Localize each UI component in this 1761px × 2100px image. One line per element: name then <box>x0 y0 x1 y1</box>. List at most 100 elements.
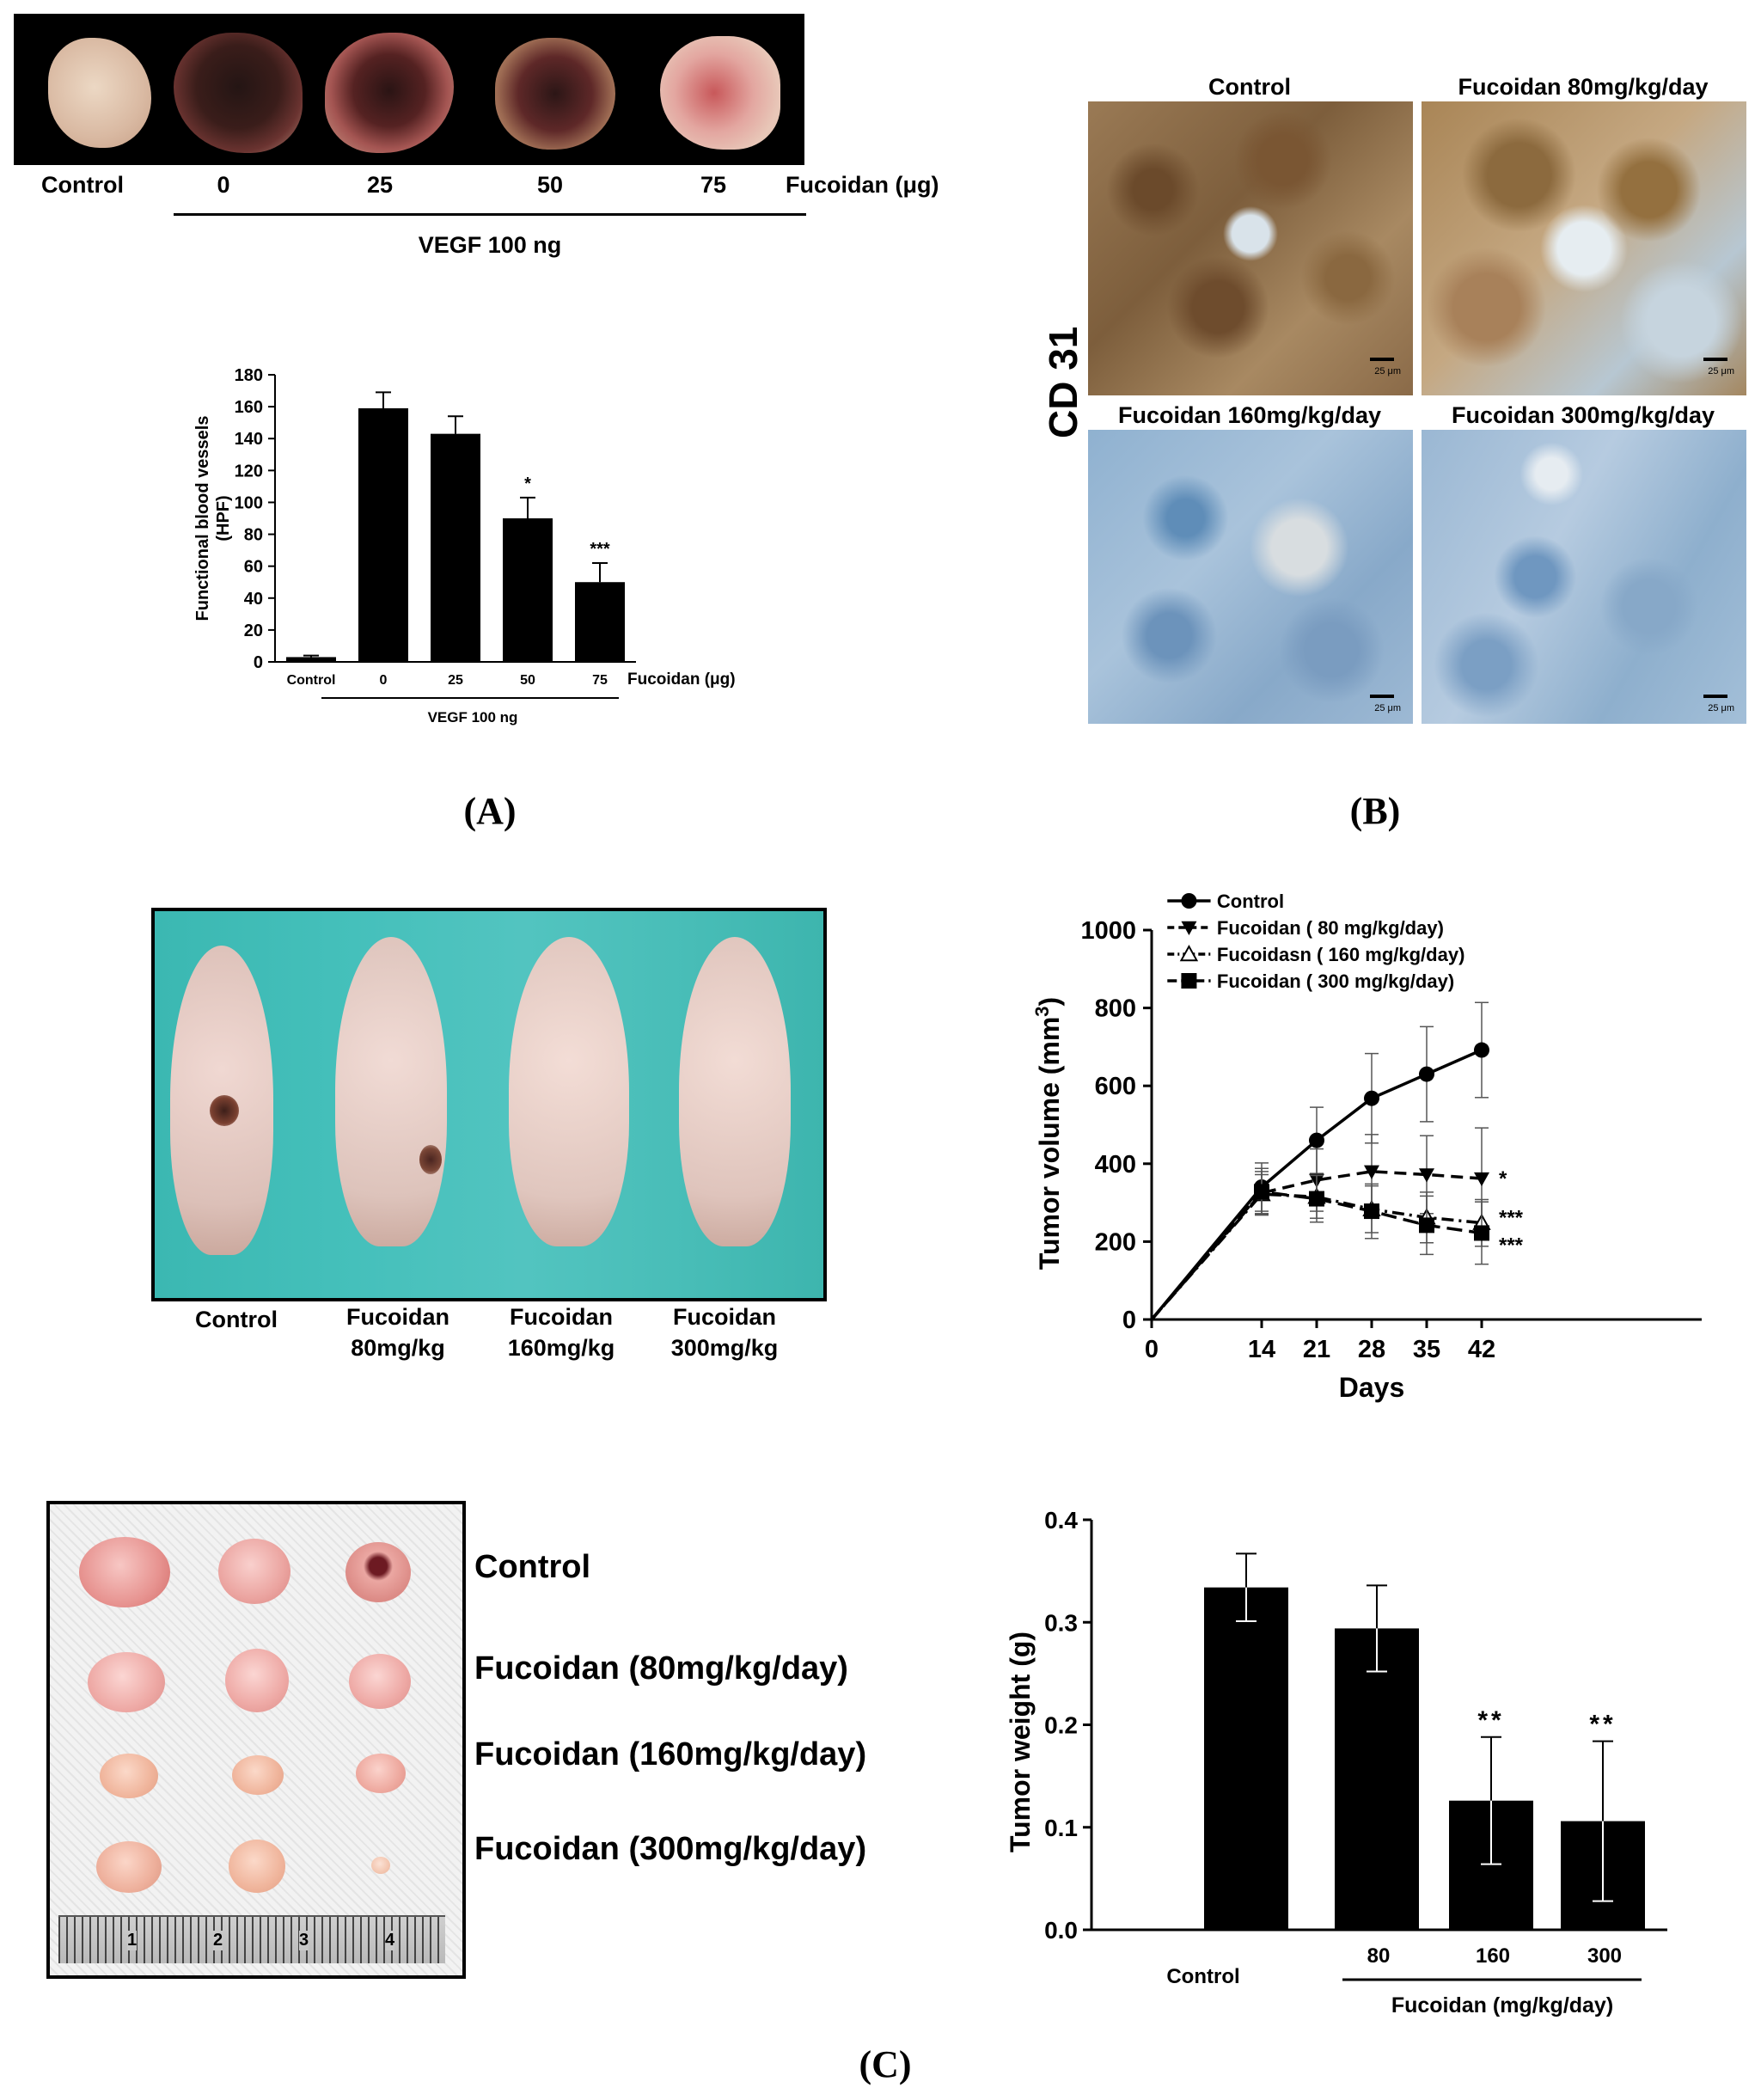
x-tick-label: 160 <box>1476 1944 1510 1968</box>
tumor-c2 <box>218 1539 290 1604</box>
y-tick-label: 40 <box>244 590 263 609</box>
x-axis-label: Days <box>1339 1372 1405 1403</box>
scale-bar-label: 25 μm <box>1708 703 1734 713</box>
mouse-label-300: Fucoidan 300mg/kg <box>651 1301 798 1363</box>
x-tick-label: Control <box>287 673 336 688</box>
cam-tissue-50 <box>495 38 615 150</box>
panel-c-letter-text: C <box>871 2043 899 2085</box>
histology-title-300: Fucoidan 300mg/kg/day <box>1451 402 1715 428</box>
mouse-label-80: Fucoidan 80mg/kg <box>325 1301 471 1363</box>
y-tick-label: 0.1 <box>1044 1815 1078 1841</box>
tumor-300-2 <box>229 1840 285 1893</box>
tumor-control <box>210 1095 239 1126</box>
x-tick-label: 0 <box>1145 1336 1159 1363</box>
tumor-80-2 <box>225 1649 289 1712</box>
x-tick-label: 75 <box>592 673 608 688</box>
y-tick-label: 0.4 <box>1044 1507 1078 1534</box>
tumor-c1 <box>79 1537 170 1607</box>
legend-label: Control <box>1217 891 1284 912</box>
cam-tissue-0 <box>174 33 303 153</box>
bar <box>503 518 553 662</box>
significance-mark: ** <box>1477 1706 1504 1735</box>
y-tick-label: 160 <box>235 398 263 417</box>
y-axis-label-line2: (HPF) <box>214 495 233 541</box>
y-tick-label: 180 <box>235 366 263 385</box>
x-axis-label: Fucoidan (mg/kg/day) <box>1391 1993 1613 2017</box>
legend-label: Fucoidasn ( 160 mg/kg/day) <box>1217 944 1465 965</box>
x-tick-label: 28 <box>1358 1336 1385 1363</box>
y-tick-label: 0.0 <box>1044 1917 1078 1944</box>
tumor-label-80: Fucoidan (80mg/kg/day) <box>474 1650 848 1687</box>
scale-bar-label: 25 μm <box>1708 366 1734 377</box>
y-axis-label: Tumor volume (mm3) <box>1031 997 1065 1270</box>
tumor-label-control: Control <box>474 1549 591 1585</box>
x-tick-label: 21 <box>1303 1336 1330 1363</box>
histology-title-80: Fucoidan 80mg/kg/day <box>1458 74 1709 100</box>
significance-mark: * <box>524 474 531 493</box>
scale-bar-label: 25 μm <box>1374 703 1401 713</box>
panel-b-letter: (B) <box>1349 790 1401 832</box>
cam-tissue-control <box>48 38 151 148</box>
tumor-80-3 <box>349 1654 411 1709</box>
data-point <box>1419 1168 1434 1183</box>
photo-label-25: 25 <box>366 172 394 198</box>
x-tick-label: 42 <box>1468 1336 1495 1363</box>
tumor-300-3 <box>371 1857 390 1874</box>
mouse-160 <box>509 937 629 1246</box>
data-point <box>1309 1191 1324 1207</box>
y-tick-label: 200 <box>1095 1228 1136 1256</box>
y-tick-label: 0.2 <box>1044 1712 1078 1739</box>
scale-bar <box>1370 695 1394 698</box>
histology-image-control: 25 μm <box>1088 101 1413 395</box>
scale-bar-label: 25 μm <box>1374 366 1401 377</box>
significance-mark: *** <box>590 540 610 559</box>
y-tick-label: 120 <box>235 462 263 481</box>
series-line <box>1150 1190 1483 1321</box>
series-line <box>1150 1048 1483 1321</box>
y-axis-label-main: Tumor volume (mm <box>1034 1017 1065 1270</box>
group-label: VEGF 100 ng <box>428 709 518 726</box>
y-axis-label-line1: Functional blood vessels <box>193 416 212 621</box>
panel-b-letter-text: B <box>1362 790 1388 832</box>
data-point <box>1474 1042 1489 1058</box>
ruler-number-4: 4 <box>385 1931 395 1950</box>
tumors-photo: 1 2 3 4 <box>46 1501 466 1979</box>
mouse-label-80-line1: Fucoidan <box>346 1304 449 1330</box>
mouse-label-control: Control <box>172 1307 301 1333</box>
bar <box>431 433 480 662</box>
histology-title-control: Control <box>1208 74 1291 100</box>
y-tick-label: 80 <box>244 526 263 545</box>
cd31-label: CD 31 <box>1041 326 1085 438</box>
data-point <box>1364 1203 1379 1220</box>
panel-c-letter: (C) <box>859 2043 912 2085</box>
legend-marker <box>1181 893 1197 909</box>
chick-cam-photo-strip <box>14 14 804 165</box>
data-point <box>1474 1172 1489 1187</box>
significance-mark: ** <box>1589 1711 1616 1739</box>
y-tick-label: 0.3 <box>1044 1609 1078 1636</box>
ruler-number-1: 1 <box>127 1931 138 1950</box>
x-tick-label: 14 <box>1248 1336 1275 1363</box>
data-point <box>1254 1184 1269 1200</box>
data-point <box>1419 1217 1434 1234</box>
tumor-volume-line-chart: 0 200 400 600 800 1000 0 14 21 28 35 42 Days Tumor vo… <box>1031 891 1702 1403</box>
tumor-label-300: Fucoidan (300mg/kg/day) <box>474 1831 867 1867</box>
tumor-160-2 <box>232 1755 284 1795</box>
scale-bar <box>1703 358 1727 361</box>
mouse-label-300-line2: 300mg/kg <box>670 1335 779 1361</box>
y-tick-label: 800 <box>1095 995 1136 1023</box>
legend-label: Fucoidan ( 300 mg/kg/day) <box>1217 970 1454 992</box>
tumor-weight-bar-chart: 0.0 0.1 0.2 0.3 0.4 Control 80 ** 160 ** 300 Fucoid… <box>1005 1507 1667 2017</box>
bar <box>358 407 408 662</box>
mouse-label-300-line1: Fucoidan <box>673 1304 776 1330</box>
tumor-160-1 <box>100 1754 158 1798</box>
photo-label-0: 0 <box>217 172 230 198</box>
ruler-number-3: 3 <box>299 1931 309 1950</box>
x-tick-label: 50 <box>520 673 535 688</box>
y-axis-label: Tumor weight (g) <box>1005 1632 1036 1852</box>
vegf-label: VEGF 100 ng <box>418 232 562 258</box>
legend-marker <box>1179 944 1199 962</box>
x-axis-label: Fucoidan (μg) <box>627 670 736 689</box>
mouse-80 <box>335 937 447 1246</box>
y-axis-label-superscript: 3 <box>1031 1006 1053 1016</box>
